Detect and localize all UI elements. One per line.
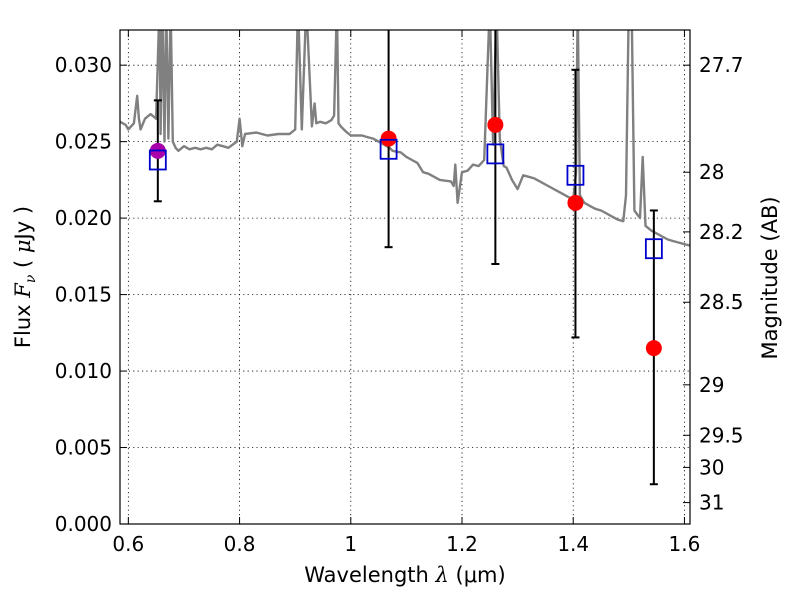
axes-frame (119, 29, 691, 525)
observed-point (645, 340, 662, 357)
model-photometry-square (644, 238, 663, 260)
y-tick-label: 0.030 (55, 53, 112, 77)
y2-tick-label: 31 (699, 491, 724, 515)
x-axis-title: Wavelength λ (μm) (304, 563, 505, 587)
x-tick-label: 1.2 (446, 532, 478, 556)
model-photometry-square (148, 149, 167, 171)
model-spectrum-line (120, 30, 690, 247)
y2-tick-label: 29 (699, 373, 724, 397)
x-tick-label: 0.6 (112, 532, 144, 556)
y-tick-label: 0.025 (55, 130, 112, 154)
y-tick-label: 0.000 (55, 512, 112, 536)
model-photometry-square (486, 143, 505, 165)
y2-tick-label: 30 (699, 455, 724, 479)
x-tick-label: 1 (344, 532, 357, 556)
y-tick-label: 0.005 (55, 436, 112, 460)
y2-tick-label: 28.5 (699, 290, 744, 314)
model-photometry-square (566, 164, 585, 186)
y2-tick-label: 27.7 (699, 53, 744, 77)
x-tick-label: 1.4 (557, 532, 589, 556)
y-axis-title: Flux Fν ( μJy ) (11, 206, 39, 348)
plot-area (120, 30, 690, 486)
y-tick-label: 0.020 (55, 206, 112, 230)
y2-tick-label: 28.2 (699, 220, 744, 244)
y2-tick-label: 29.5 (699, 423, 744, 447)
observed-point (380, 130, 397, 147)
observed-point (567, 194, 584, 211)
y2-axis-title: Magnitude (AB) (758, 196, 782, 359)
y2-tick-label: 28 (699, 160, 724, 184)
y-tick-label: 0.010 (55, 359, 112, 383)
x-tick-label: 1.6 (669, 532, 701, 556)
axis-ticks: 0.6 0.8 1 1.2 1.4 1.6 0.000 0.005 0.010 0.015 0.02… (55, 30, 744, 556)
observed-point (487, 116, 504, 133)
grid-lines (120, 30, 690, 525)
model-photometry-square (379, 138, 398, 160)
y-tick-label: 0.015 (55, 283, 112, 307)
x-tick-label: 0.8 (224, 532, 256, 556)
